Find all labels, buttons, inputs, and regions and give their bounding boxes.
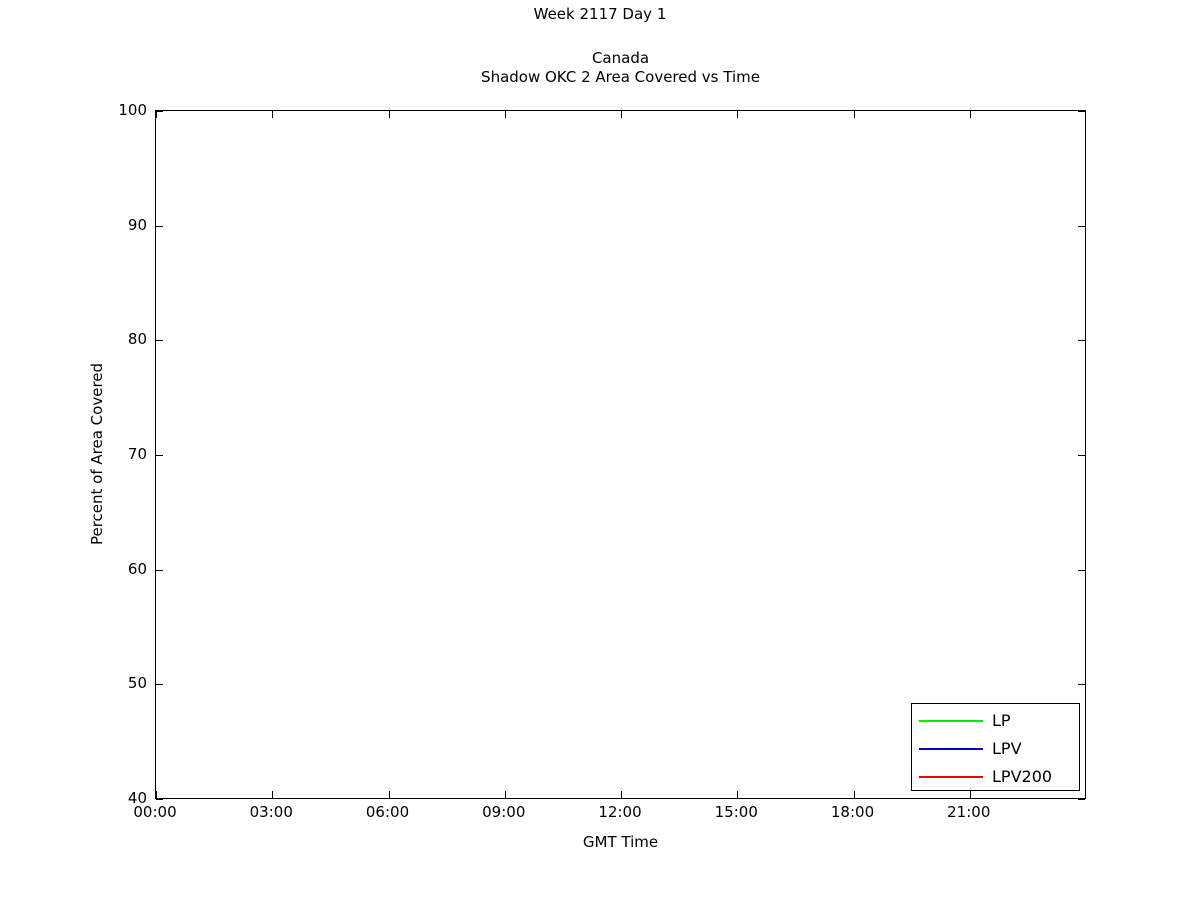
chart-title-block: Canada Shadow OKC 2 Area Covered vs Time	[155, 49, 1086, 87]
y-tick-right	[1078, 569, 1085, 571]
y-tick-label: 100	[118, 101, 147, 119]
x-tick-top	[272, 111, 274, 118]
y-tick-label: 40	[127, 789, 147, 807]
series-layer	[156, 111, 1087, 800]
y-tick-label: 80	[127, 330, 147, 349]
x-tick-bottom	[969, 791, 971, 798]
x-tick-bottom	[156, 791, 157, 798]
y-tick-label: 90	[127, 215, 147, 234]
legend-box[interactable]: LP LPV LPV200	[911, 703, 1080, 791]
y-tick-left	[156, 340, 163, 342]
legend-item-lp[interactable]: LP	[912, 706, 1079, 735]
x-tick-top	[737, 111, 739, 118]
y-tick-left	[156, 455, 163, 456]
x-tick-label: 21:00	[947, 803, 991, 821]
chart-title-line-2: Shadow OKC 2 Area Covered vs Time	[481, 68, 760, 86]
x-tick-top	[853, 111, 855, 118]
legend-label-lpv200: LPV200	[992, 766, 1053, 786]
legend-label-lp: LP	[992, 710, 1011, 730]
x-tick-bottom	[737, 791, 739, 798]
x-tick-bottom	[272, 791, 274, 798]
x-tick-bottom	[853, 791, 855, 798]
y-tick-left	[156, 799, 163, 800]
x-tick-top	[621, 111, 622, 118]
y-tick-right	[1078, 684, 1085, 686]
x-tick-bottom	[621, 791, 622, 798]
x-tick-top	[504, 111, 506, 118]
figure-suptitle: Week 2117 Day 1	[533, 5, 667, 23]
y-tick-left	[156, 569, 163, 571]
x-tick-top	[388, 111, 390, 118]
chart-title-line-1: Canada	[591, 49, 650, 67]
legend-line-swatch-lpv200	[919, 775, 983, 778]
x-tick-label: 00:00	[133, 803, 177, 821]
x-axis-label: GMT Time	[582, 833, 659, 851]
x-tick-label: 18:00	[830, 803, 875, 821]
y-tick-right	[1078, 340, 1085, 342]
x-tick-top	[969, 111, 971, 118]
x-tick-label: 15:00	[714, 803, 758, 821]
y-tick-right	[1078, 111, 1085, 112]
x-tick-label: 03:00	[249, 803, 293, 821]
y-tick-label: 70	[127, 445, 147, 463]
x-tick-bottom	[504, 791, 506, 798]
legend-item-lpv200[interactable]: LPV200	[912, 762, 1079, 791]
plot-inner-canvas	[156, 111, 1087, 800]
y-tick-left	[156, 684, 163, 686]
x-tick-label: 06:00	[365, 803, 410, 821]
x-tick-bottom	[388, 791, 390, 798]
x-tick-label: 09:00	[482, 803, 526, 821]
y-tick-right	[1078, 799, 1085, 800]
y-tick-right	[1078, 225, 1085, 227]
legend-item-lpv[interactable]: LPV	[912, 734, 1079, 763]
legend-line-swatch-lpv	[919, 747, 983, 750]
y-tick-label: 50	[127, 674, 147, 693]
legend-line-swatch-lp	[919, 719, 983, 722]
y-tick-left	[156, 225, 163, 227]
plot-area[interactable]	[155, 110, 1087, 800]
y-tick-left	[156, 111, 163, 112]
y-tick-right	[1078, 455, 1085, 456]
x-tick-top	[156, 111, 157, 118]
x-tick-label: 12:00	[598, 803, 642, 821]
y-tick-label: 60	[127, 559, 147, 578]
legend-label-lpv: LPV	[992, 738, 1022, 758]
